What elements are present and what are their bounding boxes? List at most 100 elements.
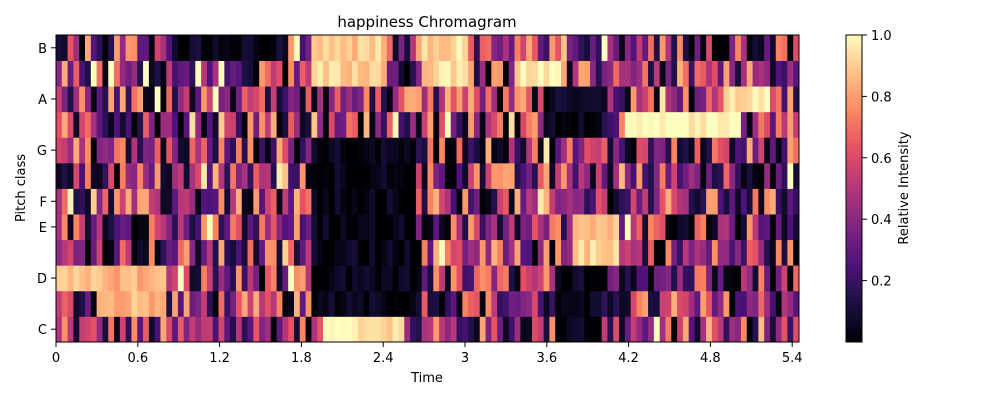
heatmap-cell bbox=[700, 111, 707, 138]
heatmap-cell bbox=[555, 188, 562, 215]
heatmap-cell bbox=[781, 265, 788, 292]
heatmap-cell bbox=[357, 35, 365, 61]
heatmap-cell bbox=[433, 86, 440, 113]
heatmap-cell bbox=[369, 290, 376, 317]
heatmap-cell bbox=[137, 162, 144, 189]
heatmap-cell bbox=[462, 111, 469, 138]
heatmap-cell bbox=[746, 188, 753, 215]
heatmap-cell bbox=[288, 162, 295, 189]
heatmap-cell bbox=[624, 111, 632, 138]
heatmap-cell bbox=[456, 35, 463, 61]
heatmap-cell bbox=[108, 162, 115, 189]
heatmap-cell bbox=[781, 316, 788, 343]
heatmap-cell bbox=[392, 316, 399, 343]
heatmap-cell bbox=[264, 86, 272, 113]
x-axis-label: Time bbox=[410, 371, 443, 386]
heatmap-cell bbox=[584, 35, 591, 61]
heatmap-cell bbox=[177, 60, 185, 87]
heatmap-cell bbox=[212, 188, 219, 215]
heatmap-cell bbox=[473, 137, 481, 164]
heatmap-cell bbox=[363, 239, 370, 266]
heatmap-cell bbox=[758, 265, 765, 292]
heatmap-cell bbox=[688, 265, 695, 292]
heatmap-cell bbox=[619, 60, 626, 87]
heatmap-cell bbox=[410, 137, 417, 164]
heatmap-cell bbox=[96, 86, 103, 113]
heatmap-cell bbox=[659, 239, 666, 266]
heatmap-cell bbox=[67, 188, 74, 215]
heatmap-cell bbox=[688, 214, 695, 241]
heatmap-cell bbox=[659, 188, 666, 215]
heatmap-cell bbox=[468, 316, 475, 343]
heatmap-cell bbox=[259, 60, 266, 87]
heatmap-cell bbox=[433, 239, 440, 266]
heatmap-cell bbox=[659, 316, 666, 343]
heatmap-cell bbox=[392, 214, 399, 241]
heatmap-cell bbox=[781, 188, 788, 215]
heatmap-cell bbox=[711, 137, 719, 164]
heatmap-cell bbox=[740, 316, 748, 343]
heatmap-cell bbox=[491, 86, 498, 113]
heatmap-cell bbox=[340, 188, 347, 215]
heatmap-cell bbox=[201, 60, 208, 87]
heatmap-cell bbox=[775, 290, 782, 317]
heatmap-cell bbox=[56, 111, 63, 138]
heatmap-cell bbox=[555, 316, 562, 343]
heatmap-cell bbox=[450, 239, 457, 266]
heatmap-cell bbox=[125, 60, 132, 87]
heatmap-cell bbox=[787, 137, 794, 164]
heatmap-cell bbox=[717, 316, 724, 343]
heatmap-cell bbox=[787, 316, 794, 343]
heatmap-cell bbox=[543, 86, 550, 113]
heatmap-cell bbox=[502, 290, 510, 317]
heatmap-cell bbox=[682, 35, 690, 61]
heatmap-cell bbox=[56, 316, 63, 343]
heatmap-cell bbox=[311, 214, 318, 241]
heatmap-cell bbox=[206, 214, 214, 241]
heatmap-cell bbox=[694, 35, 701, 61]
heatmap-cell bbox=[491, 239, 498, 266]
heatmap-cell bbox=[119, 137, 127, 164]
heatmap-cell bbox=[601, 239, 608, 266]
heatmap-cell bbox=[752, 316, 759, 343]
heatmap-cell bbox=[590, 316, 597, 343]
heatmap-cell bbox=[264, 162, 272, 189]
heatmap-cell bbox=[189, 188, 196, 215]
heatmap-cell bbox=[607, 290, 614, 317]
heatmap-cell bbox=[369, 137, 376, 164]
heatmap-cell bbox=[636, 188, 643, 215]
heatmap-cell bbox=[450, 316, 457, 343]
heatmap-cell bbox=[375, 316, 382, 343]
heatmap-cell bbox=[363, 214, 370, 241]
heatmap-cell bbox=[561, 162, 568, 189]
heatmap-cell bbox=[706, 35, 713, 61]
heatmap-cell bbox=[508, 239, 515, 266]
heatmap-cell bbox=[398, 60, 405, 87]
heatmap-cell bbox=[752, 137, 759, 164]
heatmap-cell bbox=[665, 60, 672, 87]
heatmap-cell bbox=[108, 86, 115, 113]
heatmap-cell bbox=[73, 265, 80, 292]
heatmap-cell bbox=[764, 239, 771, 266]
heatmap-cell bbox=[595, 239, 603, 266]
heatmap-cell bbox=[717, 35, 724, 61]
heatmap-cell bbox=[630, 111, 637, 138]
heatmap-cell bbox=[769, 265, 777, 292]
heatmap-cell bbox=[183, 35, 190, 61]
heatmap-cell bbox=[305, 162, 312, 189]
heatmap-cell bbox=[462, 265, 469, 292]
heatmap-cell bbox=[381, 316, 388, 343]
heatmap-cell bbox=[468, 162, 475, 189]
heatmap-cell bbox=[613, 162, 620, 189]
heatmap-cell bbox=[270, 290, 277, 317]
heatmap-cell bbox=[752, 111, 759, 138]
heatmap-cell bbox=[584, 86, 591, 113]
heatmap-cell bbox=[125, 316, 132, 343]
heatmap-cell bbox=[323, 35, 330, 61]
heatmap-cell bbox=[479, 60, 486, 87]
heatmap-cell bbox=[305, 265, 312, 292]
heatmap-cell bbox=[578, 265, 585, 292]
heatmap-cell bbox=[671, 60, 678, 87]
heatmap-cell bbox=[311, 316, 318, 343]
heatmap-cell bbox=[357, 60, 365, 87]
